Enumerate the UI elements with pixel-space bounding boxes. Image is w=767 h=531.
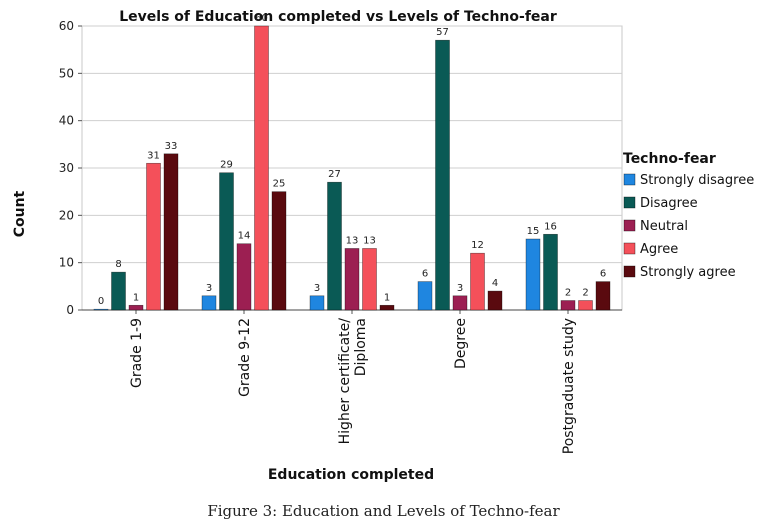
x-tick-label: Postgraduate study — [561, 318, 577, 454]
data-label: 6 — [422, 269, 428, 280]
legend-swatch — [623, 242, 636, 255]
data-label: 15 — [527, 226, 540, 237]
data-label: 1 — [133, 292, 139, 303]
data-label: 13 — [363, 235, 376, 246]
bar — [578, 300, 593, 311]
y-tick-label: 0 — [66, 303, 74, 317]
data-label: 29 — [220, 160, 233, 171]
y-tick-label: 60 — [59, 19, 74, 33]
bar — [128, 304, 144, 311]
legend-label: Neutral — [640, 219, 688, 234]
data-label: 14 — [238, 231, 251, 242]
bar — [344, 248, 360, 311]
bar — [595, 281, 611, 311]
bar — [254, 25, 269, 311]
bar — [470, 252, 485, 311]
data-label: 2 — [582, 288, 588, 299]
bar — [236, 243, 252, 311]
chart: Levels of Education completed vs Levels … — [12, 9, 754, 483]
bar — [452, 295, 468, 311]
data-label: 3 — [206, 283, 212, 294]
bar — [435, 39, 450, 311]
data-label: 16 — [544, 221, 557, 232]
bar — [219, 172, 234, 311]
bar — [111, 271, 126, 311]
data-label: 57 — [436, 27, 449, 38]
y-tick-label: 20 — [59, 208, 74, 222]
bar — [543, 233, 558, 311]
bar — [146, 162, 161, 311]
x-tick-label: Grade 9-12 — [237, 318, 253, 397]
bars — [93, 25, 611, 311]
bar — [379, 304, 395, 311]
x-tick-label: Degree — [453, 318, 469, 369]
figure-caption: Figure 3: Education and Levels of Techno… — [207, 502, 560, 520]
y-axis-label: Count — [12, 190, 28, 237]
data-label: 13 — [346, 235, 359, 246]
legend-swatch — [623, 265, 636, 278]
data-label: 27 — [328, 169, 341, 180]
legend-label: Disagree — [640, 196, 698, 211]
bar — [417, 281, 433, 311]
data-label: 25 — [273, 179, 286, 190]
chart-title: Levels of Education completed vs Levels … — [119, 9, 557, 25]
bar — [201, 295, 217, 311]
legend-label: Strongly disagree — [640, 173, 754, 188]
bar — [271, 191, 287, 311]
data-label: 31 — [147, 150, 160, 161]
bar — [362, 248, 377, 311]
legend-swatch — [623, 196, 636, 209]
data-label: 0 — [98, 296, 104, 307]
data-label: 12 — [471, 240, 484, 251]
x-axis-label: Education completed — [268, 467, 434, 483]
bar — [525, 238, 541, 311]
data-label: 3 — [457, 283, 463, 294]
x-tick-label: Diploma — [353, 318, 369, 376]
data-label: 1 — [384, 292, 390, 303]
y-tick-label: 10 — [59, 256, 74, 270]
data-label: 60 — [255, 13, 268, 24]
data-label: 3 — [314, 283, 320, 294]
data-label: 6 — [600, 269, 606, 280]
bar — [487, 290, 503, 311]
data-label: 33 — [165, 141, 178, 152]
bar — [560, 300, 576, 311]
bar — [327, 181, 342, 311]
x-tick-label: Higher certificate/ — [337, 318, 353, 445]
legend-title: Techno-fear — [623, 151, 716, 167]
bar — [309, 295, 325, 311]
data-label: 4 — [492, 278, 498, 289]
bar — [93, 308, 109, 311]
legend: Techno-fear Strongly disagree Disagree Neu… — [623, 151, 754, 280]
legend-swatch — [623, 219, 636, 232]
legend-label: Strongly agree — [640, 265, 736, 280]
x-tick-label: Grade 1-9 — [129, 318, 145, 388]
legend-swatch — [623, 173, 636, 186]
legend-label: Agree — [640, 242, 678, 257]
y-tick-label: 50 — [59, 66, 74, 80]
data-label: 2 — [565, 288, 571, 299]
y-tick-label: 40 — [59, 114, 74, 128]
y-tick-label: 30 — [59, 161, 74, 175]
bar — [163, 153, 179, 311]
data-label: 8 — [115, 259, 121, 270]
